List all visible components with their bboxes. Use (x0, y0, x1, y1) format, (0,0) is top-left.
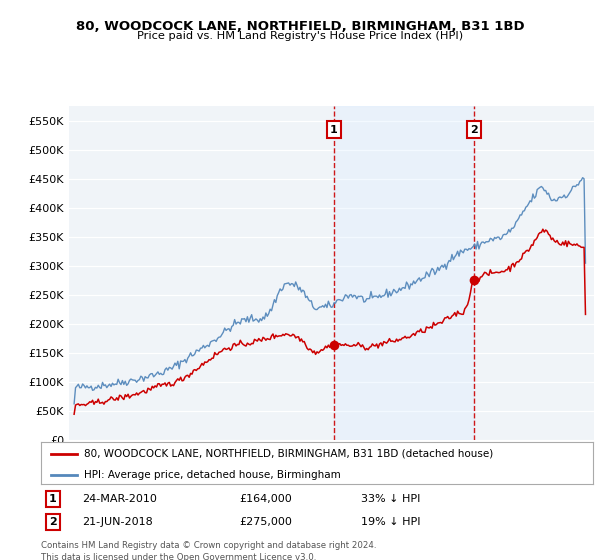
Text: 1: 1 (329, 124, 337, 134)
Text: £164,000: £164,000 (239, 494, 292, 503)
Text: 33% ↓ HPI: 33% ↓ HPI (361, 494, 421, 503)
Text: 19% ↓ HPI: 19% ↓ HPI (361, 517, 421, 526)
Text: 80, WOODCOCK LANE, NORTHFIELD, BIRMINGHAM, B31 1BD (detached house): 80, WOODCOCK LANE, NORTHFIELD, BIRMINGHA… (84, 449, 493, 459)
Text: 24-MAR-2010: 24-MAR-2010 (82, 494, 157, 503)
Text: Contains HM Land Registry data © Crown copyright and database right 2024.
This d: Contains HM Land Registry data © Crown c… (41, 541, 376, 560)
Text: 1: 1 (49, 494, 57, 503)
Text: Price paid vs. HM Land Registry's House Price Index (HPI): Price paid vs. HM Land Registry's House … (137, 31, 463, 41)
Text: 2: 2 (470, 124, 478, 134)
Text: 80, WOODCOCK LANE, NORTHFIELD, BIRMINGHAM, B31 1BD: 80, WOODCOCK LANE, NORTHFIELD, BIRMINGHA… (76, 20, 524, 33)
Text: £275,000: £275,000 (239, 517, 292, 526)
Bar (334, 106, 474, 440)
Text: 2: 2 (49, 517, 57, 526)
Text: 21-JUN-2018: 21-JUN-2018 (82, 517, 153, 526)
Text: HPI: Average price, detached house, Birmingham: HPI: Average price, detached house, Birm… (84, 470, 341, 480)
